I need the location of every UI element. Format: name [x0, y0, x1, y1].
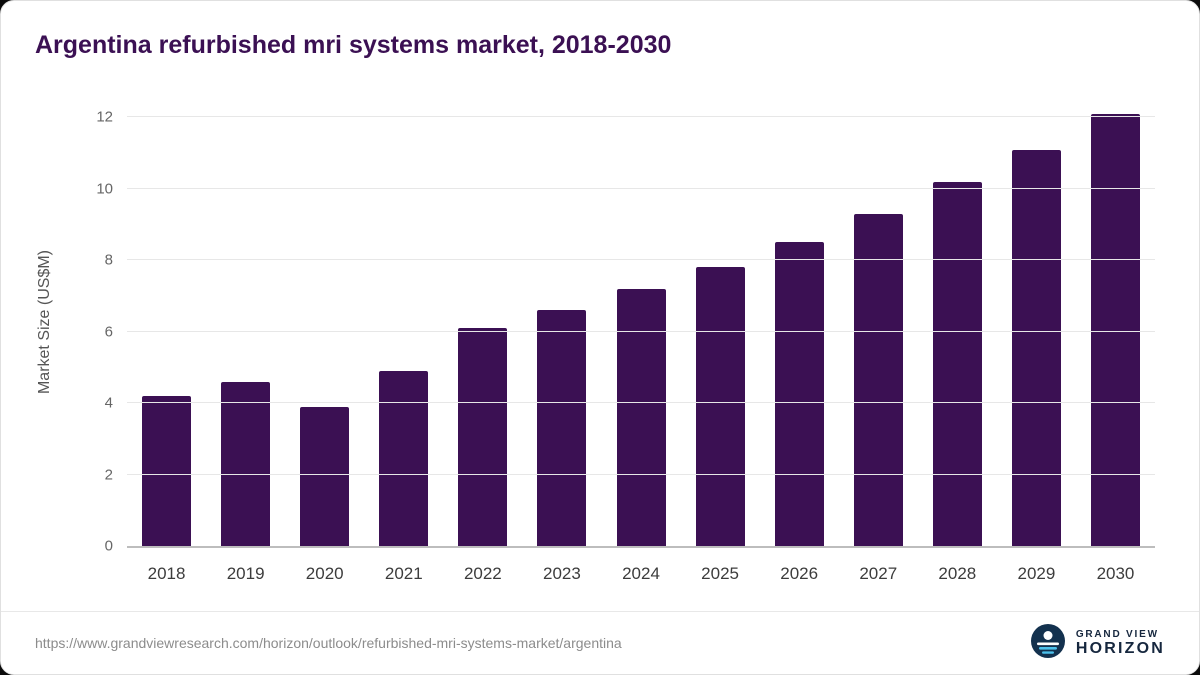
y-tick-label: 12 — [96, 108, 113, 126]
bar-column — [1076, 96, 1155, 546]
gridline — [127, 187, 1155, 189]
gridline — [127, 473, 1155, 475]
horizon-sunrise-icon — [1030, 623, 1066, 664]
logo-text: GRAND VIEW HORIZON — [1076, 629, 1165, 658]
x-tick-label-2018: 2018 — [147, 564, 186, 583]
gridline — [127, 116, 1155, 118]
y-tick-label: 10 — [96, 180, 113, 198]
x-tick-label-2019: 2019 — [226, 564, 265, 583]
bar-column — [285, 96, 364, 546]
bar-2019 — [221, 381, 271, 546]
bar-column — [127, 96, 206, 546]
bar-2027 — [853, 213, 903, 546]
x-tick-label-2027: 2027 — [859, 564, 898, 583]
x-tick-label-2023: 2023 — [543, 564, 581, 583]
bar-column — [760, 96, 839, 546]
y-tick-label: 6 — [104, 323, 113, 341]
bar-2024 — [616, 288, 666, 546]
x-tick-label-2024: 2024 — [622, 564, 660, 583]
bar-column — [918, 96, 997, 546]
bar-column — [601, 96, 680, 546]
x-axis-labels: 2018 2019 2020 2021 2022 2023 2024 2025 2026 2027… — [127, 550, 1155, 584]
grandview-horizon-logo: GRAND VIEW HORIZON — [1030, 623, 1165, 664]
gridline — [127, 259, 1155, 261]
x-tick-label-2025: 2025 — [701, 564, 739, 583]
logo-line-horizon: HORIZON — [1075, 639, 1165, 657]
y-tick-label: 0 — [104, 537, 113, 555]
x-tick-label-2030: 2030 — [1096, 564, 1135, 583]
gridline — [127, 330, 1155, 332]
chart-title: Argentina refurbished mri systems market… — [35, 31, 672, 59]
x-tick-label-2021: 2021 — [384, 564, 423, 583]
x-tick-label-2022: 2022 — [463, 564, 502, 583]
bar-column — [997, 96, 1076, 546]
y-tick-label: 2 — [104, 466, 113, 484]
bar-column — [839, 96, 918, 546]
x-tick-label-2026: 2026 — [780, 564, 819, 583]
y-axis-title: Market Size (US$M) — [36, 249, 53, 395]
source-url: https://www.grandviewresearch.com/horizo… — [35, 635, 622, 651]
bar-chart: Market Size (US$M) 0 2 4 6 8 10 12 2018 2019 202… — [35, 96, 1165, 596]
bar-column — [681, 96, 760, 546]
gridline — [127, 402, 1155, 404]
bar-column — [522, 96, 601, 546]
plot-area: 0 2 4 6 8 10 12 — [96, 96, 1155, 555]
x-tick-label-2020: 2020 — [305, 564, 344, 583]
bar-2023 — [537, 310, 587, 546]
bar-2022 — [458, 328, 508, 546]
logo-line-grand-view: GRAND VIEW — [1075, 628, 1159, 640]
y-tick-label: 4 — [104, 394, 113, 412]
bar-2020 — [300, 406, 350, 546]
bar-2018 — [142, 396, 192, 546]
bars-row — [127, 96, 1155, 546]
bar-2021 — [379, 371, 429, 546]
footer: https://www.grandviewresearch.com/horizo… — [1, 611, 1199, 674]
x-tick-label-2029: 2029 — [1017, 564, 1056, 583]
bar-column — [206, 96, 285, 546]
bar-2028 — [932, 181, 982, 546]
bar-2026 — [774, 242, 824, 546]
bar-column — [443, 96, 522, 546]
x-tick-label-2028: 2028 — [938, 564, 977, 583]
bar-2029 — [1011, 149, 1061, 546]
bar-column — [364, 96, 443, 546]
bar-2025 — [695, 267, 745, 546]
y-tick-label: 8 — [104, 251, 113, 269]
